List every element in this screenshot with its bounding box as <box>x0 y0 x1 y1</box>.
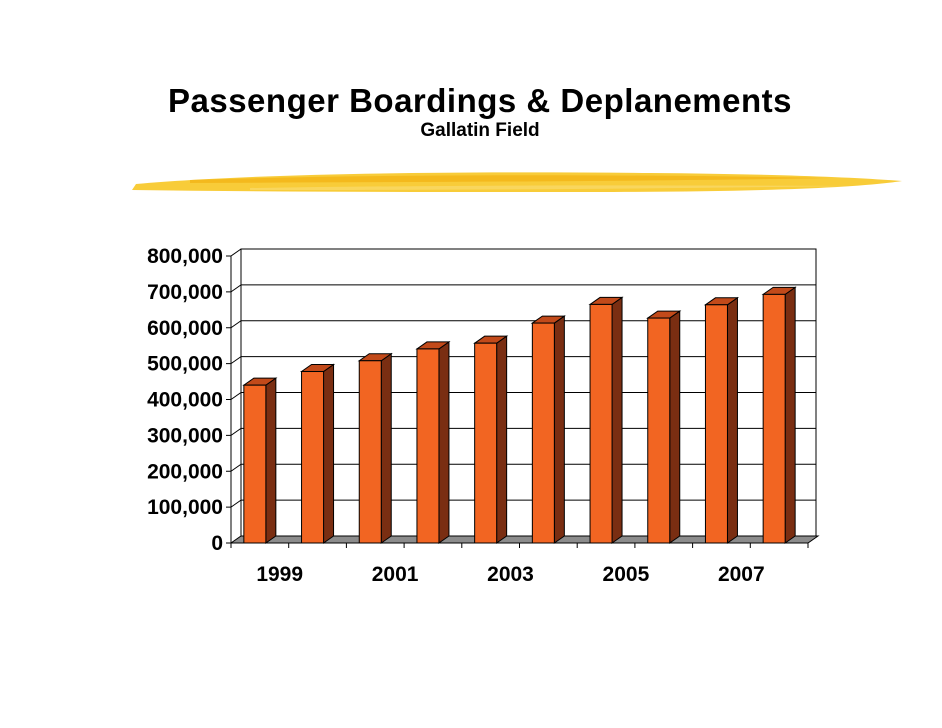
bar-side <box>380 352 392 544</box>
brush-stroke-decoration <box>132 172 902 192</box>
bar <box>301 371 325 544</box>
bar <box>704 304 728 544</box>
y-tick-label: 100,000 <box>147 496 223 519</box>
bar-2004 <box>530 315 566 544</box>
y-tick-label: 400,000 <box>147 389 223 412</box>
gridline-side <box>230 392 242 400</box>
y-tick-label: 200,000 <box>147 460 223 483</box>
x-tick-label: 1999 <box>256 563 303 586</box>
y-tick-label: 500,000 <box>147 353 223 376</box>
gridline-side <box>230 463 242 472</box>
bar-side <box>265 377 277 544</box>
x-tick-label: 2003 <box>487 563 534 586</box>
gridline-side <box>230 320 242 329</box>
x-tick-label: 2007 <box>718 563 765 586</box>
gridline-side <box>230 499 242 508</box>
y-tick-label: 300,000 <box>147 424 223 447</box>
bar-2000 <box>299 363 336 544</box>
bar-side <box>438 340 450 544</box>
bar <box>589 303 613 544</box>
bar-2002 <box>415 340 451 544</box>
gridline-side <box>230 248 242 257</box>
bar <box>243 384 267 544</box>
bar <box>416 348 440 544</box>
bar-2008 <box>761 286 797 544</box>
x-tick-label: 2001 <box>372 563 419 586</box>
y-tick-label: 800,000 <box>147 245 223 268</box>
bar-1999 <box>242 377 278 544</box>
bar <box>531 322 555 544</box>
bar <box>474 342 498 544</box>
chart-title: Passenger Boardings & Deplanements <box>167 82 793 119</box>
bar-2007 <box>703 296 740 544</box>
bar-side <box>496 335 508 544</box>
bar-side <box>323 363 335 544</box>
bar <box>358 360 382 544</box>
bar-side <box>784 286 796 544</box>
bar-side <box>669 310 681 544</box>
brush-stroke-streak <box>190 175 830 183</box>
gridline-side <box>230 284 242 293</box>
bar-side <box>611 296 623 544</box>
bar-side <box>726 296 738 544</box>
x-tick-label: 2005 <box>603 563 650 586</box>
y-tick-label: 700,000 <box>147 281 223 304</box>
y-tick-label: 0 <box>211 532 223 555</box>
bar-2001 <box>357 352 393 544</box>
chart-subtitle: Gallatin Field <box>420 120 540 141</box>
gridline-side <box>230 356 242 365</box>
gridline-side <box>230 427 242 436</box>
bar <box>762 293 786 544</box>
bar-side <box>553 315 565 544</box>
bar-2003 <box>473 335 509 544</box>
bar-2005 <box>588 296 624 544</box>
bar <box>647 317 671 544</box>
y-tick-label: 600,000 <box>147 317 223 340</box>
bar-2006 <box>646 310 682 544</box>
brush-stroke-streak <box>250 185 850 190</box>
